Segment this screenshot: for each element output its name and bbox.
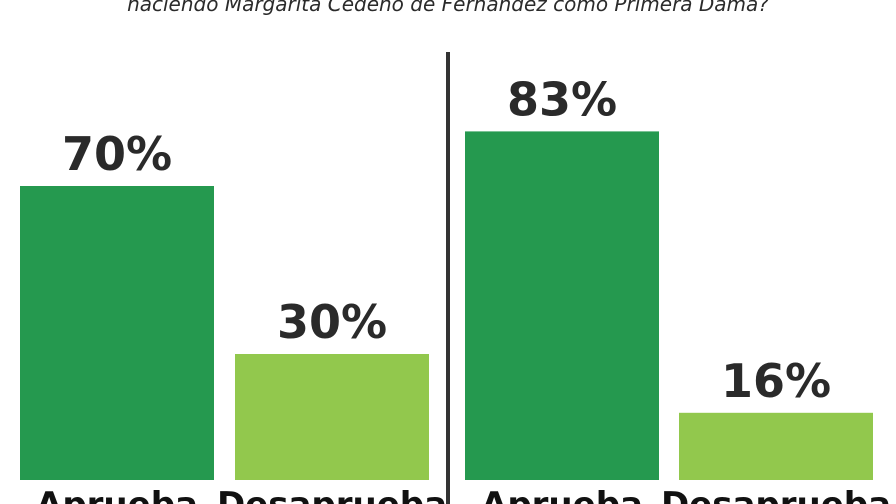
- bar-desaprueba-panel-1: [235, 354, 429, 480]
- value-label-aprueba-panel-1: 70%: [62, 127, 172, 181]
- category-label-aprueba-panel-2: Aprueba: [481, 485, 643, 504]
- bar-desaprueba-panel-2: [679, 412, 873, 480]
- value-label-desaprueba-panel-1: 30%: [277, 295, 387, 349]
- bar-aprueba-panel-1: [20, 186, 214, 480]
- bar-aprueba-panel-2: [465, 131, 659, 480]
- category-label-desaprueba-panel-1: Desaprueba: [217, 485, 447, 504]
- value-label-desaprueba-panel-2: 16%: [721, 354, 831, 408]
- category-label-aprueba-panel-1: Aprueba: [36, 485, 198, 504]
- value-label-aprueba-panel-2: 83%: [507, 72, 617, 126]
- survey-question: haciendo Margarita Cedeño de Fernández c…: [127, 0, 769, 16]
- category-label-desaprueba-panel-2: Desaprueba: [661, 485, 891, 504]
